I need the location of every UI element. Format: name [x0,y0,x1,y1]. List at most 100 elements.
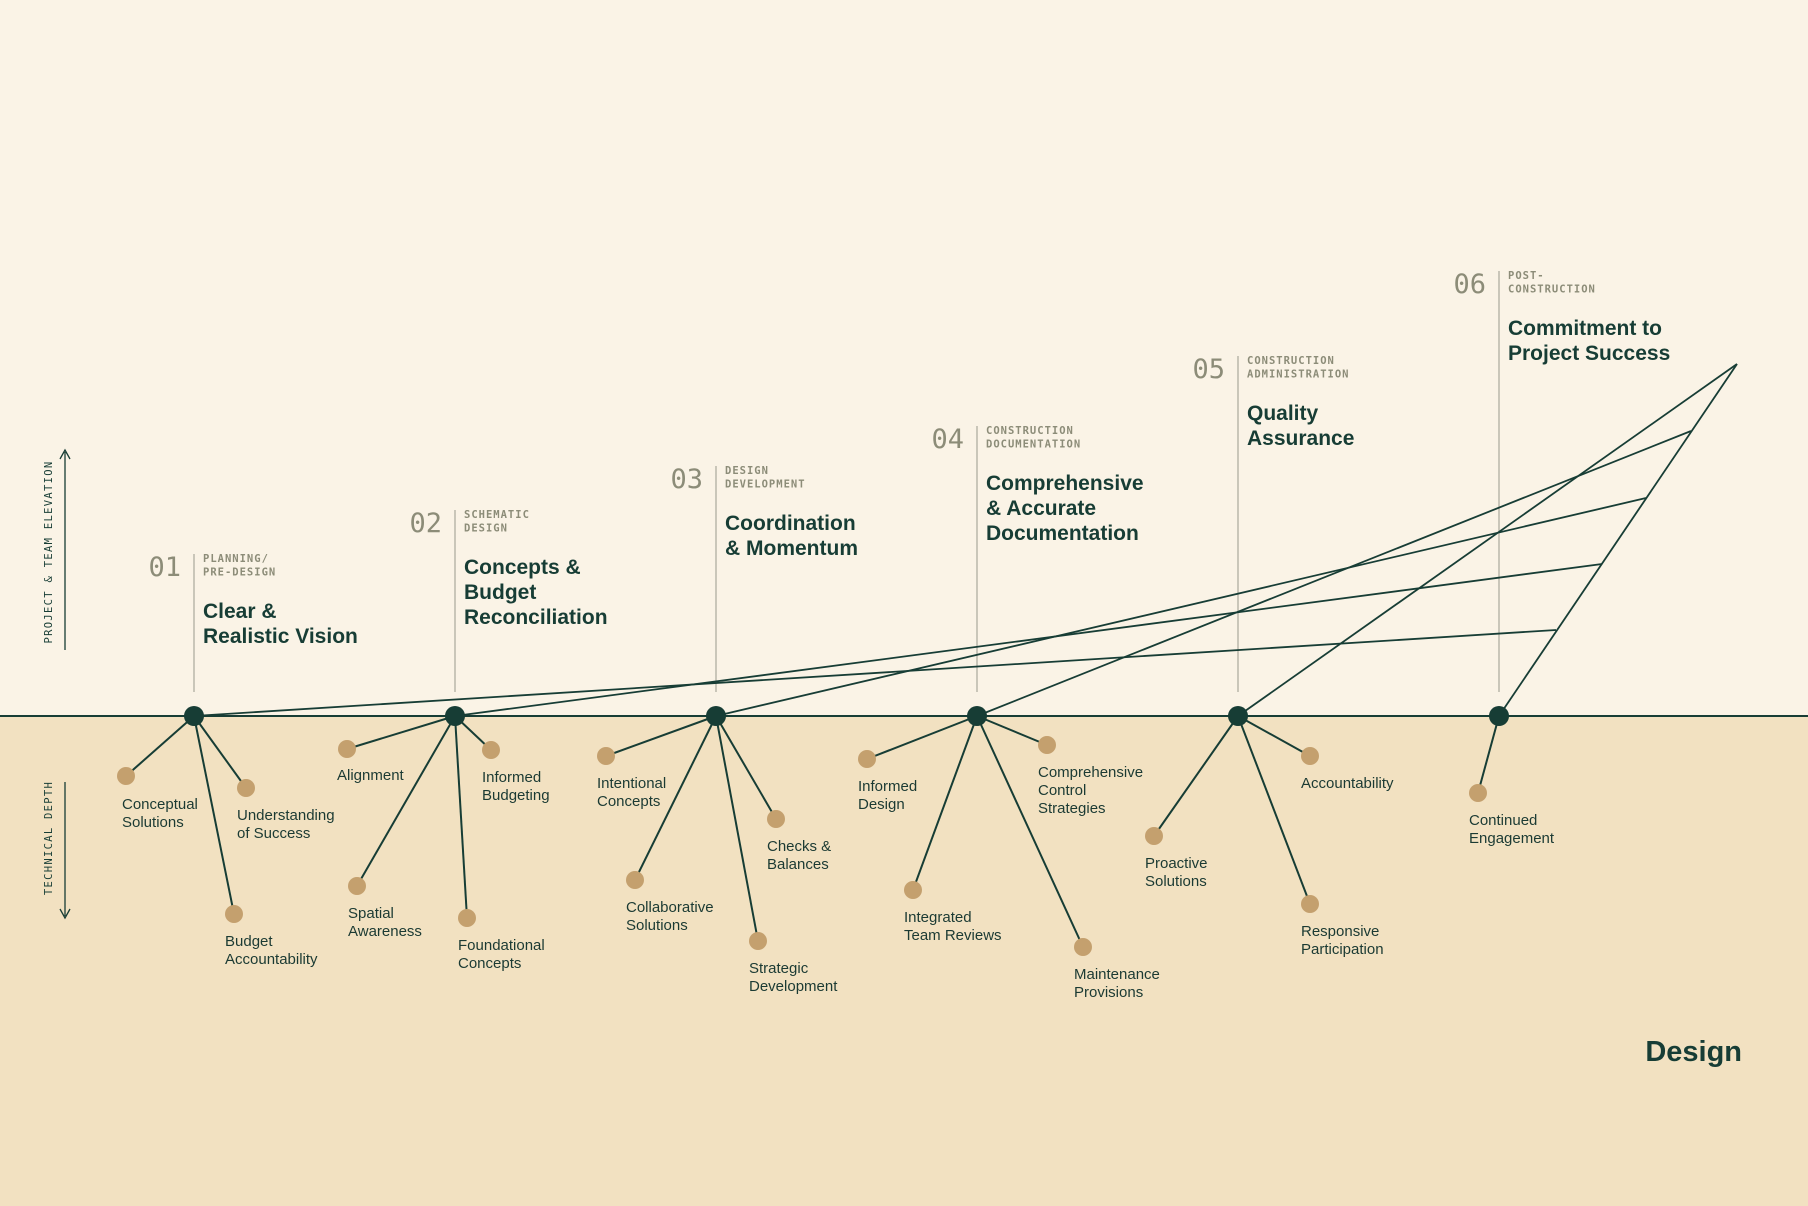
phase-header: 01 PLANNING/PRE-DESIGN Clear &Realistic Vi… [148,552,357,648]
topic-node [482,741,500,759]
topic-node [626,871,644,889]
branch-line [1237,715,1311,905]
phase-title: & Momentum [725,537,858,560]
phase-number: 05 [1192,354,1225,385]
topic-node [1145,827,1163,845]
topic-node [458,909,476,927]
phase-title: Quality [1247,402,1319,425]
phase-number: 04 [931,424,964,455]
text-layer: 01 PLANNING/PRE-DESIGN Clear &Realistic Vi… [122,269,1670,1001]
topic-node [597,747,615,765]
phase-number: 03 [670,464,703,495]
topic-label: Accountability [1301,775,1394,792]
phase-header: 03 DESIGN DEVELOPMENT Coordination& Momentu… [670,464,858,560]
phase-hub [1489,706,1509,726]
elevation-axis: PROJECT & TEAM ELEVATION [43,448,71,650]
phase-category: CONSTRUCTION [986,425,1074,437]
depth-arrow-head [59,908,71,920]
topic-label: Budget [225,933,273,950]
topic-label: of Success [237,825,310,842]
topic-label: Strategies [1038,800,1106,817]
branch-line [715,715,777,820]
brand-wordmark: Design [1645,1036,1742,1068]
sky-background [0,0,1808,716]
topic-label: Proactive [1145,855,1208,872]
topic-label: Alignment [337,767,405,784]
topic-node [749,932,767,950]
topic-label: Conceptual [122,796,198,813]
branch-line [1153,715,1239,837]
topic-node [1301,895,1319,913]
topic-label: Design [858,796,905,813]
topic-node [904,881,922,899]
elevation-line [715,497,1647,717]
topic-label: Foundational [458,937,545,954]
topic-label: Concepts [458,955,521,972]
phase-title: & Accurate [986,497,1096,520]
topic-label: Concepts [597,793,660,810]
phase-category: DEVELOPMENT [725,479,806,491]
topic-label: Informed [858,778,917,795]
topic-label: Balances [767,856,829,873]
topic-label: Spatial [348,905,394,922]
branch-line [976,715,1084,948]
branch-line [605,715,717,757]
topic-node [225,905,243,923]
elevation-line [193,629,1557,717]
elevation-line [454,563,1603,717]
phase-title: Comprehensive [986,472,1144,495]
phase-hub [967,706,987,726]
phase-header: 04 CONSTRUCTION DOCUMENTATION Comprehensive… [931,424,1143,545]
branch-line [193,715,247,789]
phase-category: DESIGN [464,523,508,535]
elevation-fan-layer [193,363,1738,717]
topic-label: Intentional [597,775,666,792]
phase-title: Budget [464,581,536,604]
branch-line [125,715,195,777]
phase-header: 06 POST- CONSTRUCTION Commitment toProject … [1453,269,1670,365]
topic-label: Team Reviews [904,927,1002,944]
elevation-axis-label: PROJECT & TEAM ELEVATION [43,461,55,644]
phase-category: PRE-DESIGN [203,567,276,579]
phase-category: PLANNING/ [203,553,269,565]
topic-node [767,810,785,828]
phase-category: ADMINISTRATION [1247,369,1350,381]
topic-node [348,877,366,895]
topic-label: Solutions [122,814,184,831]
phase-hub [706,706,726,726]
topic-label: Control [1038,782,1086,799]
phase-hub [445,706,465,726]
topic-node [338,740,356,758]
topic-node [117,767,135,785]
phase-category: CONSTRUCTION [1508,284,1596,296]
phase-title: Clear & [203,600,277,623]
elevation-arrow-head [59,448,71,460]
topic-node [237,779,255,797]
branch-line [356,715,456,887]
topic-label: Accountability [225,951,318,968]
phase-title: Concepts & [464,556,581,579]
phase-title: Coordination [725,512,856,535]
topic-label: Comprehensive [1038,764,1143,781]
depth-axis: TECHNICAL DEPTH [43,781,71,920]
elevation-line [1237,363,1738,717]
phase-title: Documentation [986,522,1139,545]
topic-label: Integrated [904,909,972,926]
branch-layer [117,706,1509,956]
topic-label: Informed [482,769,541,786]
topic-label: Solutions [1145,873,1207,890]
topic-label: Participation [1301,941,1384,958]
branch-line [634,715,717,881]
branch-line [454,715,468,919]
phase-category: DESIGN [725,465,769,477]
topic-node [1038,736,1056,754]
phase-title: Project Success [1508,342,1670,365]
topic-label: Strategic [749,960,809,977]
branch-line [912,715,978,891]
phase-hub [1228,706,1248,726]
topic-label: Budgeting [482,787,550,804]
phase-category: SCHEMATIC [464,509,530,521]
topic-node [1301,747,1319,765]
phase-title: Commitment to [1508,317,1662,340]
